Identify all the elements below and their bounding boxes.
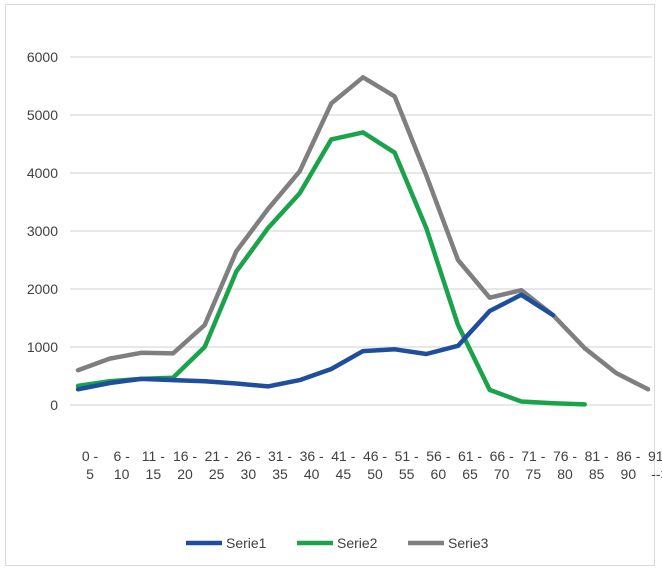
x-tick-label: 26 -30: [236, 448, 260, 482]
y-tick-label: 5000: [27, 107, 58, 123]
y-tick-label: 2000: [27, 281, 58, 297]
x-tick-label: 36 -40: [300, 448, 324, 482]
x-tick-label: 56 -60: [426, 448, 450, 482]
x-tick-label: 41 -45: [331, 448, 355, 482]
x-tick-label: 61 -65: [458, 448, 482, 482]
y-tick-label: 3000: [27, 223, 58, 239]
x-tick-label: 86 -90: [616, 448, 640, 482]
x-tick-label: 31 -35: [268, 448, 292, 482]
chart-frame: [5, 4, 655, 566]
x-tick-label: 66 -70: [490, 448, 514, 482]
x-tick-label: 91 --->: [648, 448, 662, 482]
x-axis-tick-labels: 0 -5 6 -10 11 -15 16 -20 21 -25 26 -30 31 -35 3…: [82, 448, 662, 482]
series-line-serie1: [75, 292, 556, 392]
legend-label: Serie1: [226, 535, 267, 551]
series-lines: [75, 75, 651, 407]
x-tick-label: 11 -15: [142, 448, 165, 482]
y-axis-tick-labels: 0 1000 2000 3000 4000 5000 6000: [27, 49, 58, 413]
x-tick-label: 6 -10: [113, 448, 130, 482]
y-tick-label: 6000: [27, 49, 58, 65]
legend-label: Serie3: [448, 535, 489, 551]
legend: Serie1 Serie2 Serie3: [186, 535, 489, 551]
x-tick-label: 81 -85: [585, 448, 609, 482]
y-tick-label: 4000: [27, 165, 58, 181]
x-tick-label: 21 -25: [205, 448, 229, 482]
x-tick-label: 71 -75: [521, 448, 545, 482]
x-tick-label: 0 -5: [82, 448, 99, 482]
y-tick-label: 1000: [27, 339, 58, 355]
y-tick-label: 0: [50, 397, 58, 413]
series-line-serie3: [75, 75, 651, 392]
x-tick-label: 51 -55: [395, 448, 419, 482]
x-tick-label: 16 -20: [173, 448, 197, 482]
legend-label: Serie2: [337, 535, 378, 551]
x-tick-label: 46 -50: [363, 448, 387, 482]
x-tick-label: 76 -80: [553, 448, 577, 482]
